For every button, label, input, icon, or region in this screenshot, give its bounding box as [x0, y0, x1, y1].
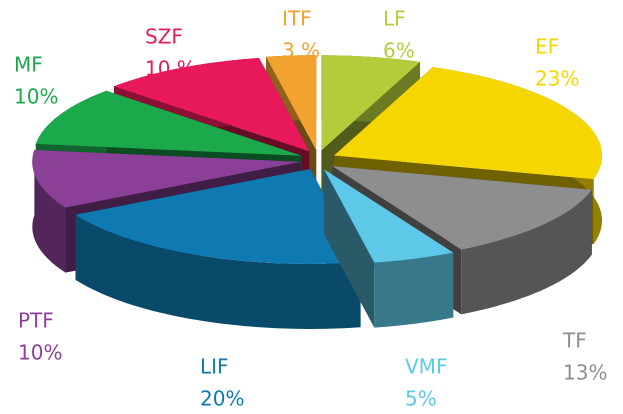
slice	[75, 168, 361, 329]
value-label: 13%	[563, 361, 607, 385]
value-label: 10%	[18, 341, 62, 365]
slice	[324, 169, 454, 328]
value-label: 5%	[405, 387, 437, 411]
slice-wall	[374, 252, 454, 328]
slice-top	[32, 149, 301, 208]
slice-wall	[75, 214, 361, 329]
value-label: 20%	[200, 387, 244, 411]
slice-label: SZF	[145, 25, 183, 49]
value-label: 3 %	[282, 39, 320, 63]
slice-label: LIF	[200, 355, 229, 379]
value-label: 6%	[383, 39, 415, 63]
slice-wall	[32, 149, 66, 273]
slice-label: PTF	[18, 309, 54, 333]
slice-label: LF	[383, 7, 406, 31]
slice-label: TF	[562, 329, 587, 353]
slice-label: EF	[535, 35, 559, 59]
value-label: 23%	[535, 67, 579, 91]
slice-top	[334, 67, 603, 180]
slice-top	[266, 55, 317, 151]
slice-label: VMF	[405, 355, 447, 379]
slice-wall	[461, 189, 592, 315]
slice-top	[75, 168, 361, 264]
slice-top	[332, 166, 592, 250]
slice-side	[324, 169, 375, 328]
value-label: 10%	[14, 85, 58, 109]
slice-label: MF	[14, 53, 43, 77]
slice-top	[321, 55, 421, 151]
slice-top	[35, 90, 302, 156]
slice-top	[324, 169, 454, 263]
slice-top	[113, 58, 310, 152]
value-label: 10 %	[145, 57, 196, 81]
slice-label: ITF	[282, 7, 312, 31]
